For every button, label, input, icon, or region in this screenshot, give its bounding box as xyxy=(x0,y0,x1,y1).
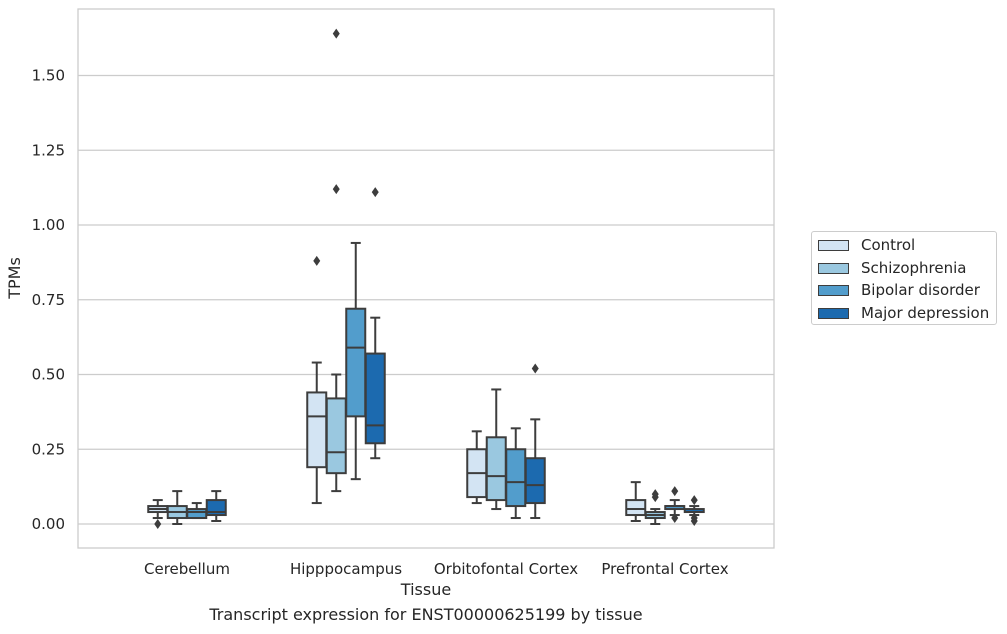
figure-caption: Transcript expression for ENST0000062519… xyxy=(209,605,643,624)
y-tick-label: 0.25 xyxy=(32,440,65,458)
box-major-depression-orbitofontal-cortex xyxy=(524,363,546,520)
outlier-point xyxy=(332,184,340,195)
legend-label-schizophrenia: Schizophrenia xyxy=(861,259,967,277)
x-tick-label: Hipppocampus xyxy=(290,560,402,578)
box-control-prefrontal-cortex xyxy=(625,481,647,523)
grid-lines xyxy=(78,74,774,525)
y-tick-labels: 0.00 0.25 0.50 0.75 1.00 1.25 1.50 xyxy=(32,67,65,534)
box-bipolar-disorder-prefrontal-cortex xyxy=(664,486,686,524)
box-bipolar-disorder-hipppocampus xyxy=(345,241,367,481)
box-bipolar-disorder-orbitofontal-cortex xyxy=(505,427,527,520)
y-tick-label: 0.75 xyxy=(32,291,65,309)
box-iqr xyxy=(186,508,208,520)
x-tick-labels: Cerebellum Hipppocampus Orbitofontal Corte… xyxy=(144,560,729,578)
outlier-point xyxy=(690,495,698,506)
box-iqr xyxy=(505,448,527,508)
plot-area-frame xyxy=(77,8,775,549)
x-tick-label: Cerebellum xyxy=(144,560,230,578)
outlier-point xyxy=(690,513,698,524)
box-major-depression-cerebellum xyxy=(205,490,227,523)
box-schizophrenia-prefrontal-cortex xyxy=(644,489,666,525)
box-iqr xyxy=(306,391,328,469)
legend-label-major-depression: Major depression xyxy=(861,304,990,322)
box-iqr xyxy=(524,457,546,505)
box-schizophrenia-cerebellum xyxy=(166,490,188,525)
x-tick-label: Prefrontal Cortex xyxy=(601,560,728,578)
box-iqr xyxy=(364,352,386,445)
outlier-point xyxy=(154,519,162,529)
y-tick-label: 1.00 xyxy=(32,216,65,234)
y-tick-label: 0.00 xyxy=(32,515,65,533)
box-control-cerebellum xyxy=(147,499,169,529)
legend-item-control: Control xyxy=(818,235,915,255)
legend-item-bipolar-disorder: Bipolar disorder xyxy=(818,280,980,300)
outlier-point xyxy=(651,489,659,500)
legend-label-bipolar-disorder: Bipolar disorder xyxy=(861,281,980,299)
y-tick-label: 1.25 xyxy=(32,141,65,159)
y-tick-label: 0.50 xyxy=(32,366,65,384)
x-axis-title: Tissue xyxy=(400,580,451,599)
outlier-point xyxy=(531,363,539,374)
box-iqr xyxy=(345,307,367,418)
box-control-orbitofontal-cortex xyxy=(466,430,488,505)
legend-swatch-major-depression xyxy=(818,307,849,319)
legend-swatch-bipolar-disorder xyxy=(818,284,849,296)
legend-item-major-depression: Major depression xyxy=(818,303,989,323)
outlier-point xyxy=(671,486,679,497)
x-tick-label: Orbitofontal Cortex xyxy=(434,560,578,578)
y-axis-title: TPMs xyxy=(5,257,24,300)
y-tick-label: 1.50 xyxy=(32,67,65,85)
legend: Control Schizophrenia Bipolar disorder M… xyxy=(811,231,997,325)
box-bipolar-disorder-cerebellum xyxy=(186,502,208,520)
legend-label-control: Control xyxy=(861,236,916,254)
box-major-depression-prefrontal-cortex xyxy=(683,495,705,527)
box-iqr xyxy=(625,499,647,517)
legend-swatch-control xyxy=(818,239,849,251)
box-major-depression-hipppocampus xyxy=(364,187,386,460)
box-control-hipppocampus xyxy=(306,255,328,505)
box-iqr xyxy=(325,397,347,475)
legend-item-schizophrenia: Schizophrenia xyxy=(818,258,966,278)
legend-swatch-schizophrenia xyxy=(818,262,849,274)
box-schizophrenia-hipppocampus xyxy=(325,28,347,493)
outlier-point xyxy=(371,187,379,198)
box-schizophrenia-orbitofontal-cortex xyxy=(485,388,507,511)
box-iqr xyxy=(485,436,507,502)
box-plots xyxy=(147,28,705,529)
outlier-point xyxy=(313,255,321,266)
outlier-point xyxy=(332,28,340,39)
outlier-point xyxy=(671,513,679,524)
